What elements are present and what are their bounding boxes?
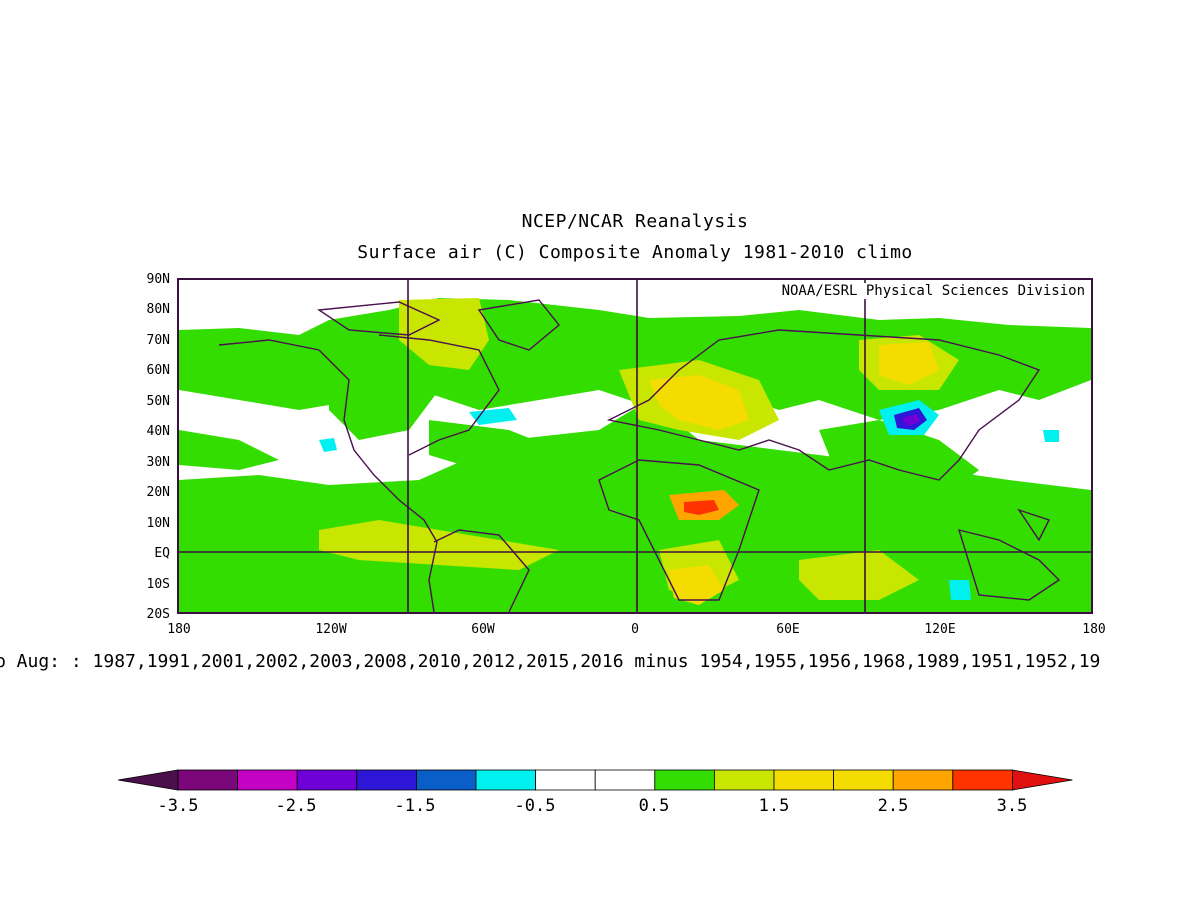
map-subtitle: Surface air (C) Composite Anomaly 1981-2… [357, 242, 913, 263]
lat-label-60n: 60N [146, 363, 170, 378]
colorbar-segment [594, 769, 656, 791]
colorbar-label: 0.5 [638, 796, 670, 816]
lat-label-eq: EQ [154, 546, 170, 561]
lat-label-10s: 10S [146, 577, 170, 592]
lat-label-20n: 20N [146, 485, 170, 500]
composite-description: p Aug: : 1987,1991,2001,2002,2003,2008,2… [0, 651, 1101, 672]
lat-label-30n: 30N [146, 455, 170, 470]
colorbar-segment [177, 769, 238, 791]
colorbar-segment [535, 769, 596, 791]
colorbar-segment [296, 769, 358, 791]
lat-label-80n: 80N [146, 302, 170, 317]
lat-label-20s: 20S [146, 607, 170, 622]
anomaly-shading [179, 298, 1091, 612]
colorbar-label: 1.5 [758, 796, 790, 816]
colorbar-segment [475, 769, 536, 791]
map-title: NCEP/NCAR Reanalysis [521, 211, 749, 232]
coastlines [218, 299, 1061, 612]
colorbar-segment [415, 769, 477, 791]
colorbar-segment [892, 769, 954, 791]
colorbar-label: 3.5 [996, 796, 1028, 816]
map-panel: NOAA/ESRL Physical Sciences Division [177, 278, 1093, 614]
colorbar-segment [714, 769, 775, 791]
lat-label-10n: 10N [146, 516, 170, 531]
colorbar-label: -1.5 [394, 796, 436, 816]
colorbar-label: -3.5 [157, 796, 199, 816]
lon-label-120e: 120E [924, 622, 956, 637]
colorbar-arrow-high [1012, 769, 1073, 791]
credit-label: NOAA/ESRL Physical Sciences Division [779, 283, 1087, 299]
lat-label-50n: 50N [146, 394, 170, 409]
lon-label-60w: 60W [471, 622, 495, 637]
colorbar-segment [654, 769, 715, 791]
colorbar-arrow-low [118, 769, 179, 791]
lat-label-70n: 70N [146, 333, 170, 348]
colorbar [118, 769, 1073, 791]
lat-label-90n: 90N [146, 272, 170, 287]
colorbar-label: -2.5 [275, 796, 317, 816]
lon-label-120w: 120W [315, 622, 347, 637]
anomaly-map [179, 280, 1091, 612]
lon-label-0: 0 [631, 622, 639, 637]
colorbar-segment [356, 769, 417, 791]
lon-label-60e: 60E [776, 622, 800, 637]
lon-label-180w: 180 [167, 622, 191, 637]
colorbar-segment [952, 769, 1013, 791]
colorbar-segment [833, 769, 894, 791]
colorbar-label: -0.5 [514, 796, 556, 816]
colorbar-segment [237, 769, 298, 791]
lat-label-40n: 40N [146, 424, 170, 439]
colorbar-segment [773, 769, 834, 791]
gridlines [179, 280, 1091, 612]
colorbar-label: 2.5 [877, 796, 909, 816]
lon-label-180e: 180 [1082, 622, 1106, 637]
